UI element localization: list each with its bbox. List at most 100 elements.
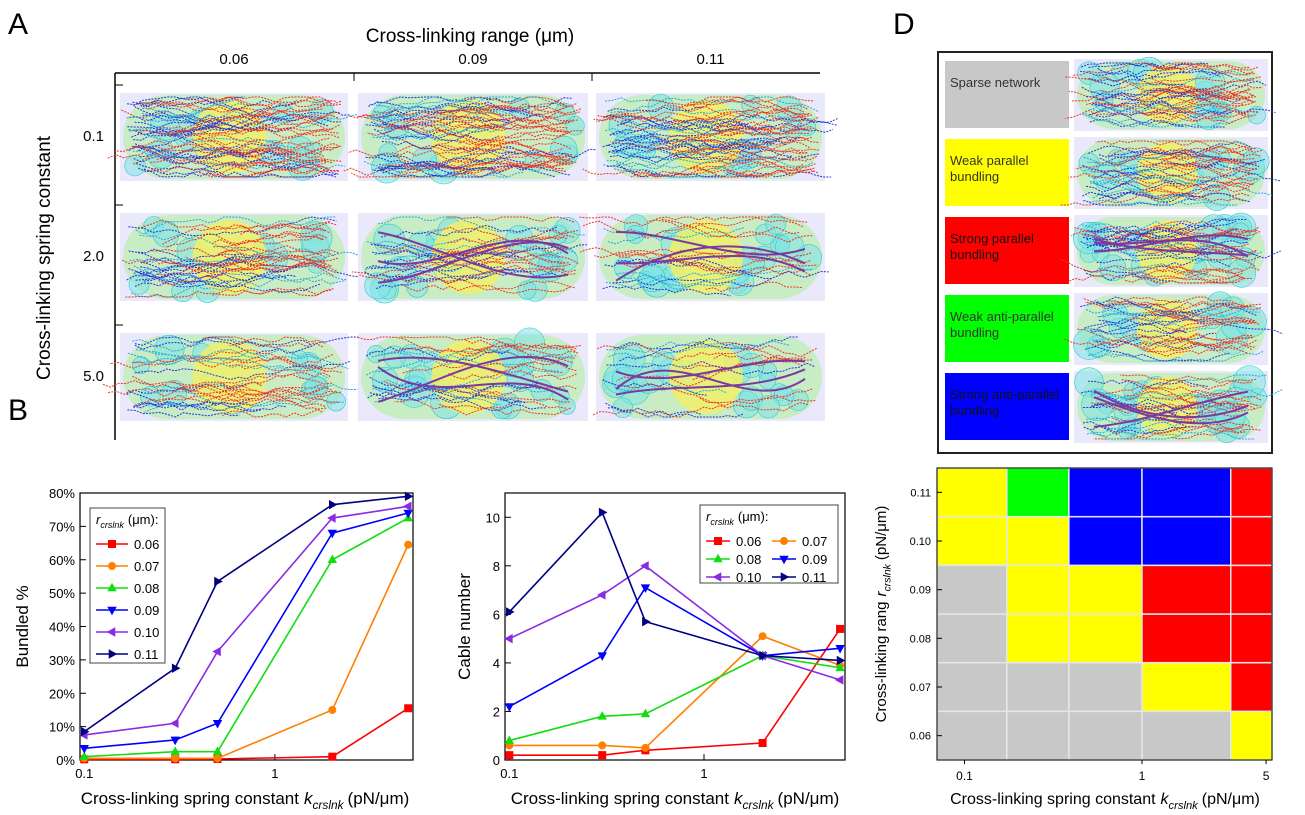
sim-nucleus [1137,65,1197,125]
y-tick-label: 10% [49,720,75,735]
y-tick-label: 30% [49,653,75,668]
marker [172,755,179,762]
panel-a-title: Cross-linking range (μm) [366,26,574,47]
axis-title: Cross-linking spring constantkcrslnk(pN/… [511,789,840,812]
row-label: 2.0 [83,248,104,265]
heatmap-cell [1069,468,1142,517]
legend-label: Weak anti-parallel bundling [950,309,1062,341]
panel-letter: A [8,8,28,41]
y-tick-label: 0% [56,753,75,768]
row-label: 5.0 [83,368,104,385]
axis-title-text: Cross-linking spring constant [950,791,1156,808]
legend-marker [781,538,788,545]
legend-title-subscript: crslnk [710,517,734,527]
legend-label: Weak parallel bundling [950,153,1062,185]
marker [506,752,513,759]
heatmap-cell [1231,517,1272,566]
heatmap-cell [937,517,1007,566]
line-chart: 02468100.11rcrslnk(μm):0.060.070.080.090… [455,493,845,812]
sim-organelle [153,221,179,247]
marker [599,742,606,749]
row-label: 0.1 [83,128,104,145]
column-label: 0.11 [696,51,724,68]
legend-label: 0.10 [736,570,761,585]
legend-label: 0.06 [736,534,761,549]
marker [642,744,649,751]
heatmap-cell [1007,517,1069,566]
legend-label: 0.11 [134,647,158,662]
legend-label: 0.07 [802,534,827,549]
y-tick-label: 60% [49,553,75,568]
legend-marker [715,538,722,545]
row-title: Cross-linking spring constant [34,135,55,380]
panel-a: Cross-linking range (μm)0.060.090.110.12… [34,26,838,440]
axis-title-subscript: crslnk [1169,800,1200,812]
marker [836,676,843,684]
heatmap: 0.060.070.080.090.100.110.115Cross-linki… [873,468,1272,812]
sim-organelle [1100,255,1126,281]
axis-title: Cross-linking spring constantkcrslnk(pN/… [81,789,410,812]
legend-marker [109,563,116,570]
marker [329,753,336,760]
y-tick-label: 0 [493,753,500,768]
legend-title-unit: (μm): [128,512,159,527]
y-tick-label: 80% [49,486,75,501]
marker [330,501,337,509]
series-line [509,629,840,755]
heatmap-cell [1142,468,1231,517]
marker [405,492,412,500]
marker [80,746,88,753]
heatmap-cell [1007,565,1069,614]
legend-label: Strong parallel bundling [950,231,1062,263]
y-axis-title: Cable number [455,573,474,680]
y-tick-label: 20% [49,686,75,701]
legend-label: 0.08 [134,581,159,596]
y-tick-label: 4 [493,656,500,671]
heatmap-cell [1142,517,1231,566]
heatmap-cell [1231,565,1272,614]
heatmap-cell [1142,711,1231,760]
x-tick-label: 5 [1263,769,1270,783]
marker [404,503,411,511]
marker [405,705,412,712]
y-tick-label: 0.06 [910,731,931,743]
x-tick-label: 0.1 [956,769,973,783]
sim-organelle [639,265,666,292]
y-tick-label: 70% [49,519,75,534]
axis-title: Cross-linking spring constantkcrslnk(pN/… [950,791,1260,812]
sim-organelle [549,225,568,244]
y-axis-title: Bundled % [13,585,32,667]
axis-title-subscript: crslnk [742,798,774,812]
heatmap-cell [1231,614,1272,663]
axis-title-text: Cross-linking rang [873,602,890,723]
marker [599,752,606,759]
heatmap-cell [1069,711,1142,760]
legend-label: Strong anti-parallel bundling [950,387,1062,419]
heatmap-cell [1142,614,1231,663]
heatmap-cell [1231,663,1272,712]
heatmap-cell [1231,711,1272,760]
heatmap-cell [1007,614,1069,663]
heatmap-cell [1007,663,1069,712]
series-line [509,656,840,741]
sim-organelle [613,343,645,375]
legend-title-subscript: crslnk [100,520,124,530]
heatmap-cell [1069,614,1142,663]
heatmap-cell [1142,663,1231,712]
panel-letter: B [8,394,28,427]
sim-organelle [757,396,779,418]
heatmap-cell [1231,468,1272,517]
heatmap-cell [937,468,1007,517]
marker [505,704,513,711]
marker [643,618,650,626]
y-tick-label: 0.10 [910,536,931,548]
panel-letter: D [893,8,915,41]
y-tick-label: 10 [486,510,500,525]
marker [214,755,221,762]
axis-title-unit: (pN/μm) [778,789,840,808]
legend-label: 0.11 [802,570,826,585]
marker [837,625,844,632]
sim-organelle [374,224,405,255]
heatmap-cell [1142,565,1231,614]
